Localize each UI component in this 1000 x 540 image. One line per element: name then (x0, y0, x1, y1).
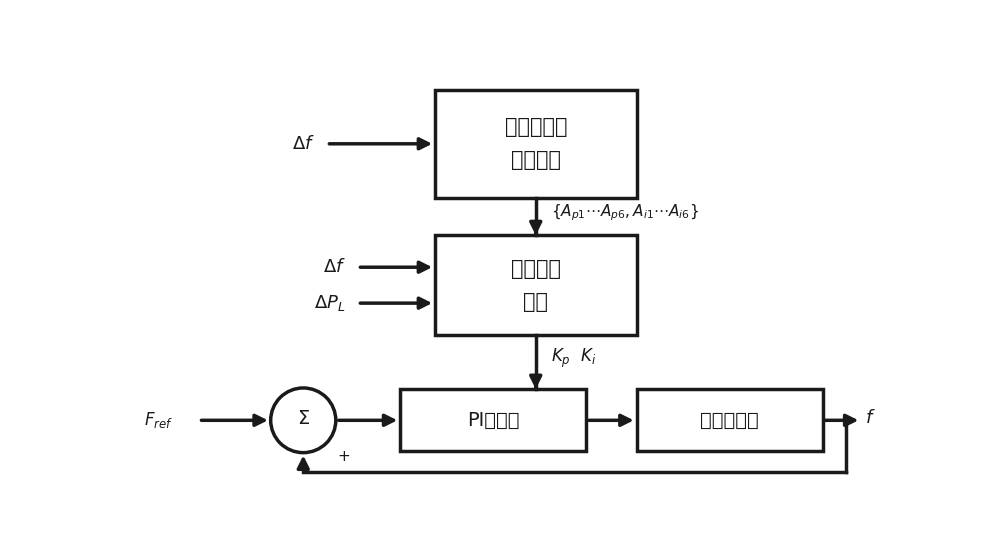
Bar (400, 389, 586, 451)
Text: PI控制器: PI控制器 (467, 411, 519, 430)
Text: +: + (337, 449, 350, 464)
Text: $F_{ref}$: $F_{ref}$ (144, 413, 173, 433)
Text: $\Sigma$: $\Sigma$ (297, 409, 310, 428)
Text: $\{A_{p1}\cdots A_{p6},A_{i1}\cdots A_{i6}\}$: $\{A_{p1}\cdots A_{p6},A_{i1}\cdots A_{i… (551, 202, 699, 222)
Text: $F_{ref}$: $F_{ref}$ (144, 410, 173, 430)
Bar (637, 389, 822, 451)
Text: 模糊逻辑
运算: 模糊逻辑 运算 (511, 259, 561, 312)
Bar (435, 90, 637, 198)
Text: $K_p$  $K_i$: $K_p$ $K_i$ (551, 346, 597, 369)
Text: $\Delta P_L$: $\Delta P_L$ (314, 293, 346, 313)
Text: 微燃气稳定: 微燃气稳定 (700, 411, 759, 430)
Text: $f$: $f$ (865, 409, 876, 427)
Text: $\Delta f$: $\Delta f$ (292, 135, 315, 153)
Bar (435, 235, 637, 335)
Text: $\Delta f$: $\Delta f$ (323, 258, 346, 276)
Text: 随机加速粒
子群优化: 随机加速粒 子群优化 (505, 117, 567, 170)
